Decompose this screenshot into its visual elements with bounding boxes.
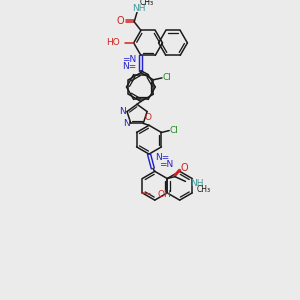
Text: O: O — [145, 113, 152, 122]
Text: O: O — [117, 16, 124, 26]
Text: =N: =N — [159, 160, 173, 169]
Text: =N: =N — [122, 55, 136, 64]
Text: OH: OH — [158, 190, 171, 199]
Text: CH₃: CH₃ — [197, 184, 211, 194]
Text: N=: N= — [122, 62, 136, 71]
Text: CH₃: CH₃ — [140, 0, 154, 7]
Text: methyl: methyl — [147, 1, 152, 2]
Text: O: O — [181, 163, 188, 173]
Text: N=: N= — [155, 153, 169, 162]
Text: NH: NH — [132, 4, 146, 13]
Text: N: N — [123, 119, 129, 128]
Text: N: N — [119, 107, 126, 116]
Text: HO: HO — [106, 38, 120, 47]
Text: Cl: Cl — [162, 74, 171, 82]
Text: NH: NH — [190, 179, 204, 188]
Text: Cl: Cl — [169, 126, 178, 135]
